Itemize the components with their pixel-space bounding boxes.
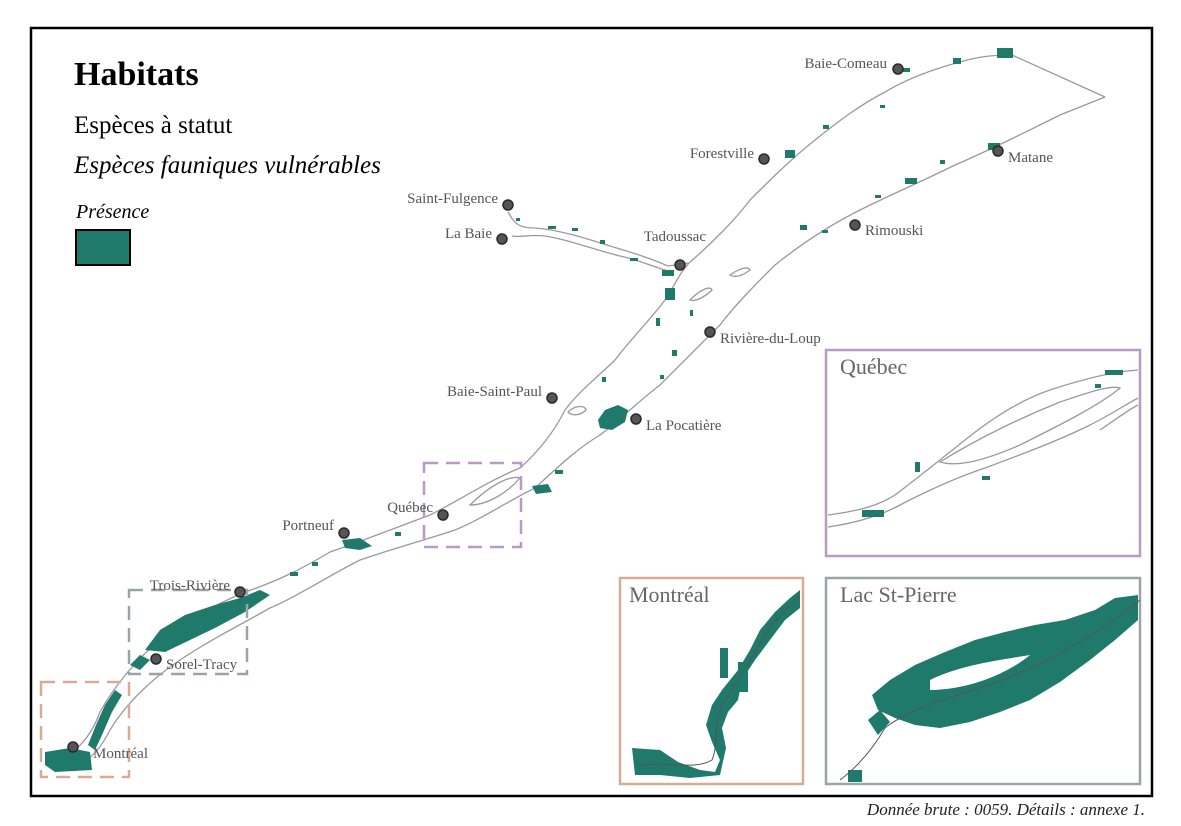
city-label: Baie-Saint-Paul (447, 384, 542, 400)
city-label: La Pocatière (646, 418, 722, 434)
inset-title: Lac St-Pierre (840, 582, 957, 607)
inset-title: Québec (840, 354, 907, 379)
city-marker (892, 63, 904, 75)
city-marker (150, 653, 162, 665)
city-label: Rivière-du-Loup (720, 331, 821, 347)
footer-note: Donnée brute : 0059. Détails : annexe 1. (866, 800, 1145, 819)
inset-lac-st-pierre: Lac St-Pierre (824, 576, 1142, 786)
city-marker (674, 259, 686, 271)
city-labels: Baie-Comeau Forestville Matane Saint-Ful… (93, 56, 1053, 762)
locator-montreal (39, 680, 131, 779)
city-label: Québec (387, 500, 433, 516)
legend-swatch (75, 229, 131, 266)
city-label: Forestville (690, 146, 755, 162)
locator-quebec (422, 461, 523, 549)
city-label: Tadoussac (644, 229, 707, 245)
city-label: Montréal (93, 746, 148, 762)
city-marker (67, 741, 79, 753)
city-markers (67, 63, 1004, 753)
city-label: Baie-Comeau (805, 56, 888, 72)
city-marker (758, 153, 770, 165)
city-marker (496, 233, 508, 245)
inset-title: Montréal (629, 582, 710, 607)
city-label: Portneuf (282, 518, 334, 534)
locator-lac-st-pierre (127, 588, 249, 676)
habitat-patches (45, 48, 1013, 772)
legend-subtitle: Espèces à statut (74, 112, 233, 139)
legend-category: Espèces fauniques vulnérables (74, 152, 381, 179)
city-marker (704, 326, 716, 338)
legend-item-label: Présence (76, 201, 150, 223)
city-marker (849, 219, 861, 231)
city-marker (992, 145, 1004, 157)
city-marker (234, 586, 246, 598)
city-marker (630, 413, 642, 425)
city-marker (338, 527, 350, 539)
city-marker (502, 199, 514, 211)
city-marker (437, 509, 449, 521)
legend-title: Habitats (74, 56, 199, 93)
city-label: Matane (1008, 150, 1053, 166)
inset-montreal: Montréal (618, 576, 805, 786)
city-label: Sorel-Tracy (166, 657, 238, 673)
city-label: Rimouski (865, 223, 923, 239)
city-label: La Baie (445, 226, 492, 242)
city-label: Trois-Rivière (150, 578, 231, 594)
city-marker (546, 392, 558, 404)
inset-quebec: Québec (824, 348, 1142, 558)
map-frame (29, 26, 1154, 798)
city-label: Saint-Fulgence (407, 191, 498, 207)
